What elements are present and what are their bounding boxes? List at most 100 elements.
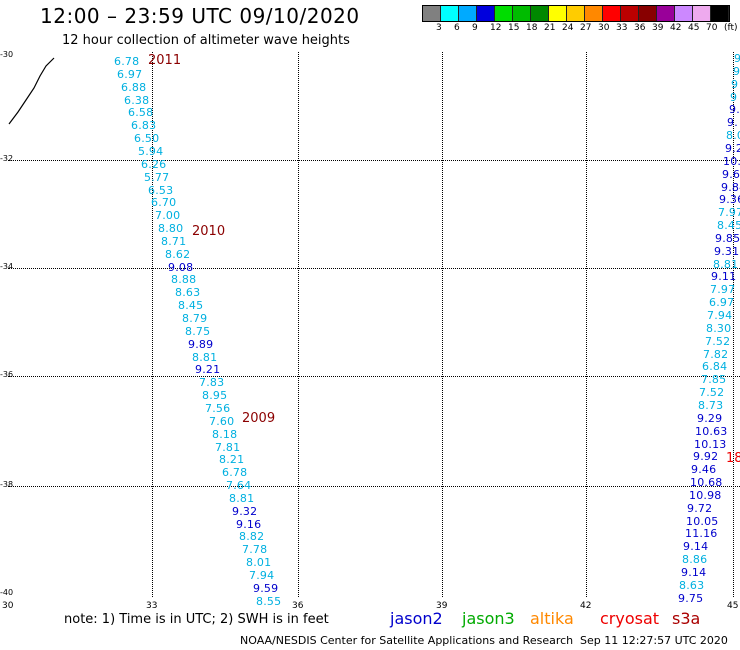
wave-height-value: 7.64 [226, 479, 252, 492]
wave-height-value: 8.63 [175, 286, 201, 299]
wave-height-value: 9.32 [232, 505, 258, 518]
date-label-18: 18 [726, 451, 740, 466]
color-legend-label: 12 [490, 23, 502, 33]
date-label-2011: 2011 [148, 53, 182, 68]
timestamp: Sep 11 12:27:57 UTC 2020 [580, 634, 728, 647]
wave-height-value: 9.89 [188, 338, 214, 351]
color-swatch [441, 6, 459, 21]
wave-height-value: 6.83 [131, 119, 157, 132]
color-legend-label: 3 [436, 23, 442, 33]
wave-height-value: 8.86 [682, 553, 708, 566]
wave-height-value: 9.36 [719, 193, 740, 206]
grid-line-horizontal [8, 376, 740, 377]
color-legend-label: 9 [472, 23, 478, 33]
color-legend-bar [422, 5, 730, 22]
grid-line-horizontal [8, 486, 740, 487]
wave-height-value: 9.21 [195, 363, 221, 376]
wave-height-value: 6.84 [702, 360, 728, 373]
mission-label: jason3 [462, 609, 515, 628]
wave-height-value: 10.98 [689, 489, 722, 502]
page-subtitle: 12 hour collection of altimeter wave hei… [62, 33, 350, 48]
color-swatch [567, 6, 585, 21]
wave-height-value: 9.14 [683, 540, 709, 553]
grid-line-vertical [152, 52, 153, 597]
wave-height-value: 9 [733, 65, 740, 78]
wave-height-value: 9.31 [714, 245, 740, 258]
color-swatch [549, 6, 567, 21]
wave-height-value: 8.71 [161, 235, 187, 248]
wave-height-value: 6.70 [151, 196, 177, 209]
wave-height-value: 9 [730, 91, 738, 104]
latitude-label: -36 [0, 370, 14, 379]
wave-height-value: 10.63 [695, 425, 728, 438]
wave-height-value: 9.75 [678, 592, 704, 605]
color-legend-label: 30 [598, 23, 610, 33]
date-label-2010: 2010 [192, 224, 226, 239]
color-swatch [657, 6, 675, 21]
date-label-2009: 2009 [242, 411, 276, 426]
longitude-label: 42 [580, 601, 592, 611]
latitude-label: -38 [0, 480, 14, 489]
wave-height-value: 8.82 [239, 530, 265, 543]
wave-height-value: 5.94 [138, 145, 164, 158]
latitude-label: -30 [0, 50, 14, 59]
mission-label: altika [530, 609, 574, 628]
color-swatch [531, 6, 549, 21]
wave-height-value: 11.16 [685, 527, 718, 540]
wave-height-value: 10.05 [686, 515, 719, 528]
color-legend-label: 36 [634, 23, 646, 33]
wave-height-value: 8.79 [182, 312, 208, 325]
mission-label: jason2 [390, 609, 443, 628]
grid-line-vertical [298, 52, 299, 597]
color-legend-label: 27 [580, 23, 592, 33]
footnote: note: 1) Time is in UTC; 2) SWH is in fe… [64, 612, 329, 627]
color-legend-unit: (ft) [724, 23, 738, 33]
wave-height-value: 8.45 [717, 219, 740, 232]
color-swatch [459, 6, 477, 21]
wave-height-value: 9. [727, 116, 738, 129]
credit: NOAA/NESDIS Center for Satellite Applica… [240, 634, 574, 647]
grid-line-horizontal [8, 268, 740, 269]
color-swatch [495, 6, 513, 21]
wave-height-value: 7.78 [242, 543, 268, 556]
wave-height-value: 8.0 [726, 129, 740, 142]
color-legend-label: 42 [670, 23, 682, 33]
latitude-label: -32 [0, 154, 14, 163]
wave-height-value: 6.50 [134, 132, 160, 145]
wave-height-value: 8.95 [202, 389, 228, 402]
wave-height-value: 9.72 [687, 502, 713, 515]
wave-height-value: 9.2 [725, 142, 740, 155]
wave-height-value: 6.78 [222, 466, 248, 479]
wave-height-value: 10.68 [690, 476, 723, 489]
latitude-label: -40 [0, 588, 14, 597]
wave-height-value: 9.14 [681, 566, 707, 579]
color-swatch [639, 6, 657, 21]
color-legend-label: 33 [616, 23, 628, 33]
color-legend-label: 70 [706, 23, 718, 33]
wave-height-value: 6.53 [148, 184, 174, 197]
wave-height-value: 9.46 [691, 463, 717, 476]
wave-height-value: 6.58 [128, 106, 154, 119]
color-swatch [585, 6, 603, 21]
wave-height-value: 8.21 [219, 453, 245, 466]
longitude-label: 30 [2, 601, 14, 611]
page-title: 12:00 – 23:59 UTC 09/10/2020 [40, 4, 360, 28]
wave-height-value: 8.81 [713, 258, 739, 271]
color-legend-label: 15 [508, 23, 520, 33]
wave-height-value: 9.08 [168, 261, 194, 274]
wave-height-value: 8.01 [246, 556, 272, 569]
longitude-label: 39 [436, 601, 448, 611]
wave-height-value: 9 [731, 78, 739, 91]
color-legend-label: 18 [526, 23, 538, 33]
wave-height-value: 7.60 [209, 415, 235, 428]
color-swatch [603, 6, 621, 21]
coastline [8, 57, 55, 125]
wave-height-value: 9.6 [722, 168, 740, 181]
color-legend-label: 39 [652, 23, 664, 33]
mission-label: s3a [672, 609, 701, 628]
wave-height-value: 8.18 [212, 428, 238, 441]
color-swatch [477, 6, 495, 21]
grid-line-vertical [442, 52, 443, 597]
wave-height-value: 7.56 [205, 402, 231, 415]
wave-height-value: 9.92 [693, 450, 719, 463]
